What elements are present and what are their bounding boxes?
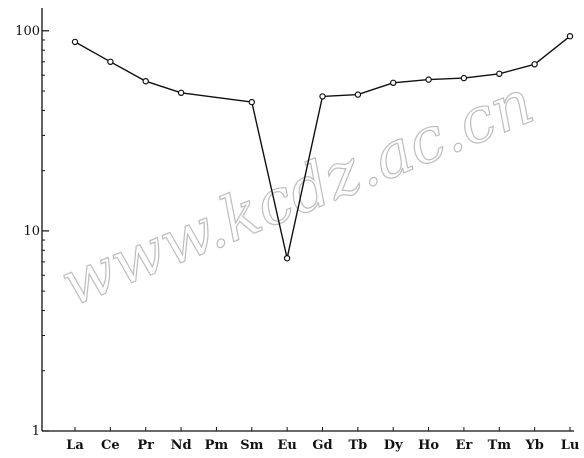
x-tick-label: Sm — [240, 438, 263, 453]
y-tick-label: 1 — [32, 424, 40, 439]
x-tick-label: Yb — [524, 438, 543, 453]
data-point — [283, 255, 291, 262]
series-line — [74, 35, 571, 259]
x-tick-label: Lu — [561, 438, 580, 453]
x-tick-label: Pm — [205, 438, 229, 453]
x-tick-label: La — [66, 438, 84, 453]
data-point — [566, 33, 574, 40]
axes — [41, 8, 574, 432]
watermark-text: www.kcdz.ac.cn — [50, 65, 543, 321]
data-point — [354, 91, 362, 98]
x-tick-label: Pr — [137, 438, 154, 453]
y-tick-label: 10 — [23, 224, 40, 239]
data-point — [531, 61, 538, 68]
data-point — [248, 98, 255, 106]
data-point — [425, 76, 432, 83]
x-tick-label: Ho — [418, 438, 439, 453]
x-tick-label: Dy — [384, 438, 403, 453]
x-tick-label: Nd — [171, 438, 192, 453]
data-point — [390, 79, 397, 87]
x-tick-label: Gd — [312, 438, 332, 453]
data-point — [71, 38, 79, 46]
axis-labels: 1 10 100 La Ce Pr Nd Pm Sm Eu Gd Tb Dy Ho Er Tm Yb Lu — [15, 24, 579, 453]
y-tick-label: 100 — [15, 24, 40, 39]
data-point — [107, 58, 114, 66]
plot-area — [71, 33, 574, 262]
data-point — [496, 70, 503, 78]
x-tick-label: Er — [456, 438, 473, 453]
x-tick-label: Tm — [488, 438, 512, 453]
x-tick-label: Ce — [101, 438, 120, 453]
x-tick-label: Tb — [348, 438, 367, 453]
data-point — [177, 89, 185, 97]
data-point — [319, 93, 326, 100]
data-point — [460, 74, 468, 82]
data-point — [142, 77, 149, 85]
x-tick-label: Eu — [277, 438, 296, 453]
